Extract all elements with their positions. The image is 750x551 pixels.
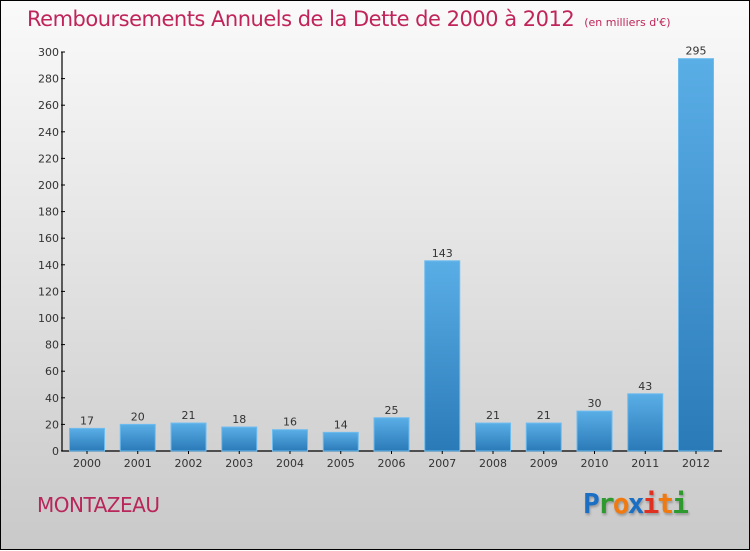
y-tick-label: 280	[38, 73, 59, 86]
y-tick-label: 240	[38, 126, 59, 139]
proxiti-logo: Proxiti	[583, 487, 689, 520]
bar-2012	[678, 58, 714, 452]
x-tick-label: 2003	[225, 457, 253, 470]
bar-2011	[627, 393, 664, 452]
y-tick-label: 180	[38, 206, 59, 219]
y-tick-label: 60	[45, 365, 59, 378]
x-tick-label: 2007	[428, 457, 456, 470]
data-label-2007: 143	[432, 247, 453, 260]
x-tick-label: 2009	[530, 457, 558, 470]
data-label-2011: 43	[638, 380, 652, 393]
data-label-2003: 18	[232, 413, 246, 426]
data-label-2000: 17	[80, 414, 94, 427]
data-label-2005: 14	[334, 418, 348, 431]
bar-2009	[525, 422, 562, 452]
bar-2004	[272, 429, 308, 452]
y-tick-label: 300	[38, 46, 59, 59]
logo-letter: P	[583, 487, 600, 520]
x-tick-label: 2001	[124, 457, 152, 470]
bar-2002	[170, 422, 207, 452]
bar-2000	[69, 427, 105, 452]
y-tick-label: 0	[52, 445, 59, 458]
y-tick-label: 20	[45, 418, 59, 431]
y-tick-label: 160	[38, 232, 59, 245]
data-label-2006: 25	[385, 404, 399, 417]
y-tick-label: 80	[45, 339, 59, 352]
data-label-2002: 21	[182, 409, 196, 422]
y-tick-label: 40	[45, 392, 59, 405]
x-tick-label: 2012	[682, 457, 710, 470]
data-label-2009: 21	[537, 409, 551, 422]
bar-2005	[322, 431, 359, 452]
logo-letter: o	[612, 487, 630, 520]
logo-letter: t	[657, 487, 674, 520]
x-tick-label: 2011	[631, 457, 659, 470]
chart-title: Remboursements Annuels de la Dette de 20…	[27, 7, 670, 31]
bar-2008	[475, 422, 511, 452]
bar-2010	[576, 410, 613, 452]
logo-letter: x	[627, 487, 645, 520]
bar-2006	[373, 417, 410, 452]
x-tick-label: 2010	[581, 457, 609, 470]
y-tick-label: 220	[38, 152, 59, 165]
y-tick-label: 120	[38, 285, 59, 298]
data-label-2008: 21	[486, 409, 500, 422]
bar-2003	[221, 426, 258, 452]
city-name: MONTAZEAU	[37, 493, 160, 517]
x-tick-label: 2008	[479, 457, 507, 470]
title-text: Remboursements Annuels de la Dette de 20…	[27, 7, 575, 31]
data-label-2012: 295	[686, 45, 707, 58]
data-label-2001: 20	[131, 410, 145, 423]
x-tick-label: 2002	[175, 457, 203, 470]
bar-2007	[424, 260, 461, 452]
x-tick-label: 2005	[327, 457, 355, 470]
x-tick-label: 2004	[276, 457, 304, 470]
unit-note: (en milliers d'€)	[584, 16, 671, 29]
x-tick-label: 2006	[378, 457, 406, 470]
logo-letter: r	[597, 487, 615, 520]
data-label-2010: 30	[588, 397, 602, 410]
x-tick-label: 2000	[73, 457, 101, 470]
logo-letter: i	[642, 487, 659, 520]
data-label-2004: 16	[283, 416, 297, 429]
bar-2001	[119, 423, 156, 452]
y-tick-label: 260	[38, 99, 59, 112]
logo-letter: i	[672, 487, 689, 520]
y-tick-label: 140	[38, 259, 59, 272]
y-tick-label: 200	[38, 179, 59, 192]
y-tick-label: 100	[38, 312, 59, 325]
